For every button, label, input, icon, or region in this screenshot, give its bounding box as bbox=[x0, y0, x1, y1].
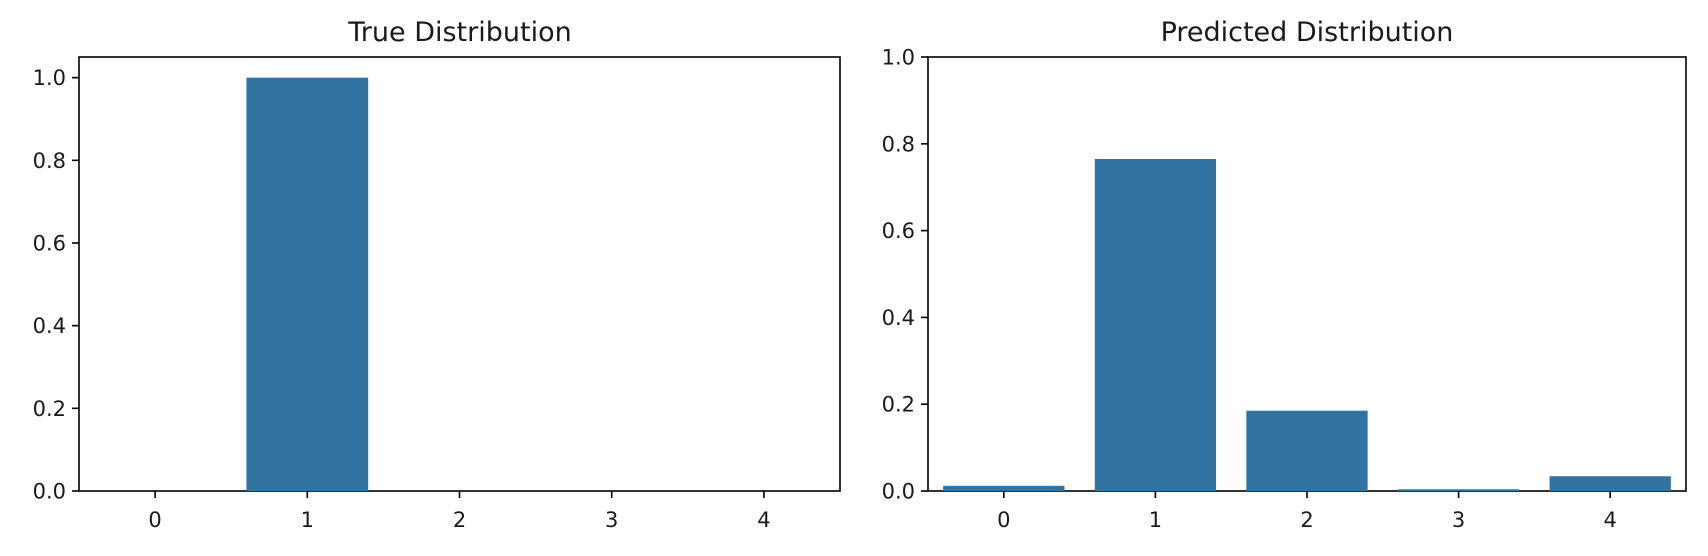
y-tick-label: 0.6 bbox=[33, 232, 66, 256]
x-tick-label: 3 bbox=[605, 508, 618, 532]
bar bbox=[1094, 158, 1217, 492]
bar bbox=[943, 485, 1065, 491]
x-tick-label: 0 bbox=[148, 508, 161, 532]
x-tick-label: 3 bbox=[1452, 508, 1465, 532]
bars bbox=[943, 158, 1671, 492]
y-tick-label: 0.8 bbox=[882, 132, 915, 156]
chart-title: Predicted Distribution bbox=[1161, 17, 1454, 48]
x-ticks: 0 1 2 3 4 bbox=[997, 491, 1617, 532]
y-tick-label: 0.6 bbox=[882, 219, 915, 243]
y-tick-label: 0.4 bbox=[882, 306, 915, 330]
y-tick-label: 1.0 bbox=[882, 46, 915, 70]
bar bbox=[1549, 476, 1671, 491]
x-tick-label: 0 bbox=[997, 508, 1010, 532]
x-ticks: 0 1 2 3 4 bbox=[148, 491, 771, 532]
chart-title: True Distribution bbox=[347, 17, 571, 48]
y-tick-label: 0.8 bbox=[33, 149, 66, 173]
bar bbox=[1397, 489, 1520, 491]
y-tick-label: 0.4 bbox=[33, 314, 66, 338]
x-tick-label: 2 bbox=[1300, 508, 1313, 532]
bars bbox=[246, 77, 369, 492]
y-ticks: 0.0 0.2 0.4 0.6 0.8 1.0 bbox=[882, 46, 928, 504]
y-tick-label: 0.2 bbox=[33, 397, 66, 421]
y-tick-label: 0.0 bbox=[33, 480, 66, 504]
y-tick-label: 0.2 bbox=[882, 393, 915, 417]
x-tick-label: 2 bbox=[453, 508, 466, 532]
x-tick-label: 4 bbox=[1604, 508, 1617, 532]
x-tick-label: 1 bbox=[1149, 508, 1162, 532]
bar bbox=[246, 77, 369, 492]
y-ticks: 0.0 0.2 0.4 0.6 0.8 1.0 bbox=[33, 66, 79, 504]
y-tick-label: 0.0 bbox=[882, 480, 915, 504]
x-tick-label: 4 bbox=[757, 508, 770, 532]
y-tick-label: 1.0 bbox=[33, 66, 66, 90]
bar bbox=[1246, 410, 1368, 491]
x-tick-label: 1 bbox=[301, 508, 314, 532]
chart-true-distribution: True Distribution 0 1 2 3 4 0.0 0.2 0.4 0.6 0.8 1… bbox=[33, 17, 841, 532]
axes-frame bbox=[78, 56, 841, 492]
